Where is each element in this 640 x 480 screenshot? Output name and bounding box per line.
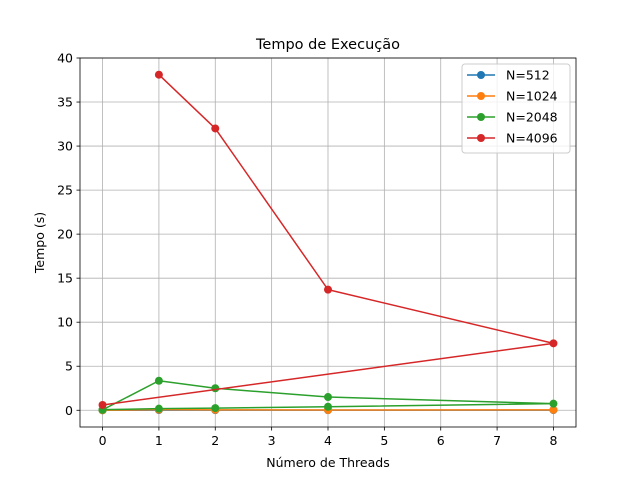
data-point [154,376,163,385]
data-point [324,402,332,411]
data-point [154,70,163,79]
chart-title: Tempo de Execução [255,37,400,53]
x-tick-label: 3 [268,433,276,448]
legend-label: N=2048 [506,110,558,125]
data-point [549,405,558,414]
x-tick-label: 7 [493,433,501,448]
data-point [154,404,163,413]
legend-label: N=4096 [506,131,558,146]
x-axis-label: Número de Threads [266,455,389,470]
data-point [324,285,332,294]
legend-label: N=1024 [506,89,558,104]
y-tick-label: 5 [65,359,73,374]
x-tick-label: 2 [211,433,219,448]
data-point [549,399,558,408]
legend-marker [477,113,485,121]
legend-label: N=512 [506,68,550,83]
y-tick-label: 30 [57,139,73,154]
series-layer [98,70,558,415]
x-tick-label: 8 [549,433,557,448]
x-tick-label: 6 [437,433,445,448]
legend-marker [477,92,485,100]
legend-marker [477,71,485,79]
x-tick-label: 5 [380,433,388,448]
y-tick-label: 10 [57,315,73,330]
data-point [211,404,220,413]
legend-box [461,63,571,154]
y-tick-label: 40 [57,51,73,66]
x-tick-label: 4 [324,433,332,448]
data-point [98,400,107,409]
y-tick-label: 20 [57,227,73,242]
x-axis: 0 1 2 3 4 5 6 7 8 [99,427,557,448]
x-tick-label: 1 [155,433,163,448]
x-tick-label: 0 [99,433,107,448]
y-tick-label: 15 [57,271,73,286]
legend-marker [477,134,485,142]
series-n-4096 [98,70,558,409]
legend: N=512 N=1024 N=2048 N=4096 [461,63,571,154]
y-tick-label: 35 [57,95,73,110]
y-tick-label: 25 [57,183,73,198]
data-point [211,384,220,393]
y-axis: 0 5 10 15 20 25 30 35 40 [57,51,80,418]
data-point [324,393,332,402]
data-point [211,124,220,133]
y-tick-label: 0 [65,403,73,418]
data-point [549,339,558,348]
y-axis-label: Tempo (s) [32,212,47,274]
